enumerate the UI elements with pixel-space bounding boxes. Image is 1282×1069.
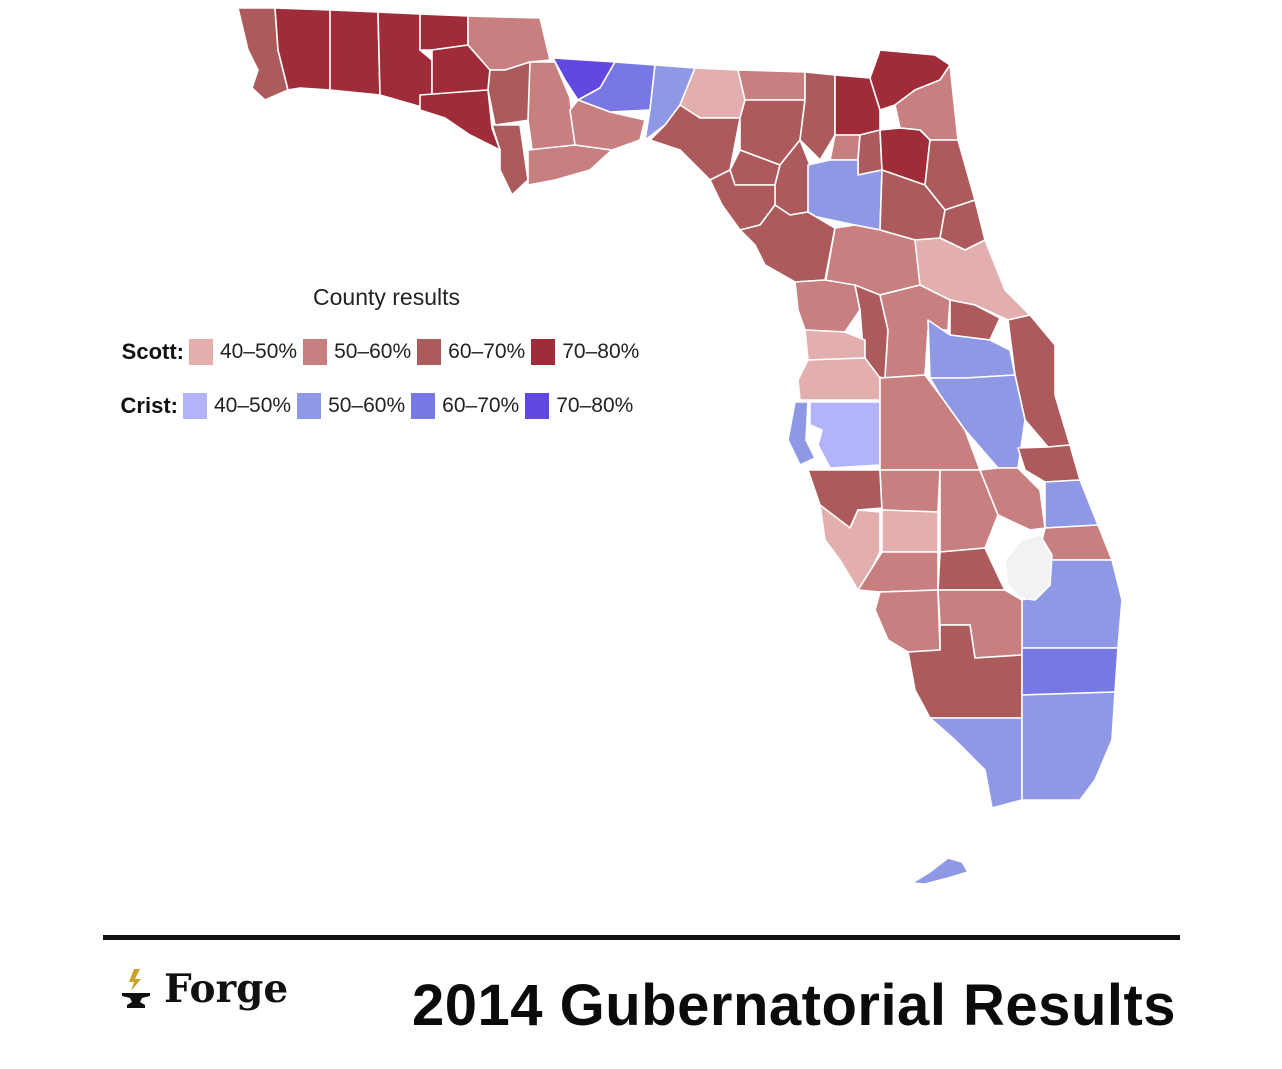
county-okeechobee[interactable] [979, 467, 1046, 531]
legend-item-label: 70–80% [562, 340, 640, 363]
county-hernando[interactable] [804, 329, 866, 361]
county-monroe-keys[interactable] [911, 857, 969, 885]
county-broward[interactable] [1021, 647, 1119, 696]
county-desoto[interactable] [881, 509, 939, 553]
county-okaloosa[interactable] [329, 9, 381, 96]
legend-item-crist-60-70: 60–70% [410, 392, 519, 420]
legend-row-scott: Scott: 40–50% 50–60% 60–70% 70–80% [100, 337, 644, 367]
county-pasco[interactable] [797, 357, 881, 401]
legend-swatch [302, 338, 329, 366]
county-lee[interactable] [874, 589, 941, 653]
county-gulf[interactable] [491, 124, 529, 196]
county-franklin[interactable] [527, 144, 613, 186]
legend-swatch [296, 392, 323, 420]
legend-item-label: 60–70% [448, 340, 526, 363]
legend-swatch [530, 338, 557, 366]
county-hamilton[interactable] [737, 69, 806, 101]
county-bradford[interactable] [857, 129, 883, 176]
brand-name: Forge [164, 966, 289, 1012]
legend-swatch [416, 338, 443, 366]
county-highlands[interactable] [939, 469, 999, 553]
county-collier[interactable] [907, 624, 1023, 719]
county-sarasota[interactable] [819, 504, 881, 591]
county-seminole[interactable] [949, 299, 1001, 341]
lake-okeechobee [1004, 534, 1053, 601]
legend-item-scott-50-60: 50–60% [302, 338, 411, 366]
county-st-lucie[interactable] [1044, 479, 1099, 529]
legend-row-crist: Crist: 40–50% 50–60% 60–70% 70–80% [100, 391, 638, 421]
legend-item-label: 40–50% [220, 340, 298, 363]
florida-county-map [237, 7, 1123, 885]
legend-swatch [410, 392, 437, 420]
divider-rule [103, 935, 1180, 940]
county-bay[interactable] [419, 89, 501, 151]
legend-item-label: 70–80% [556, 394, 634, 417]
county-glades[interactable] [937, 547, 1006, 591]
legend-item-scott-40-50: 40–50% [188, 338, 297, 366]
legend-item-label: 50–60% [334, 340, 412, 363]
legend-swatch [182, 392, 208, 420]
county-wakulla[interactable] [569, 99, 646, 151]
legend-label-scott: Scott: [121, 339, 184, 364]
legend-swatch [188, 338, 214, 366]
county-holmes[interactable] [419, 13, 469, 51]
legend-item-label: 40–50% [214, 394, 292, 417]
legend-item-crist-40-50: 40–50% [182, 392, 291, 420]
legend-title: County results [313, 284, 461, 310]
brand-logo: Forge [120, 966, 288, 1012]
legend-swatch [524, 392, 551, 420]
page-title: 2014 Gubernatorial Results [412, 973, 1177, 1038]
county-monroe-mainland[interactable] [929, 717, 1023, 809]
county-hillsborough[interactable] [809, 401, 881, 469]
county-union[interactable] [829, 134, 861, 161]
legend-label-crist: Crist: [120, 393, 178, 418]
county-hardee[interactable] [879, 469, 941, 513]
legend-item-crist-70-80: 70–80% [524, 392, 633, 420]
legend-item-label: 50–60% [328, 394, 406, 417]
anvil-lightning-icon [120, 967, 154, 1011]
legend-item-scott-60-70: 60–70% [416, 338, 525, 366]
legend-item-crist-50-60: 50–60% [296, 392, 405, 420]
legend-item-scott-70-80: 70–80% [530, 338, 639, 366]
legend-item-label: 60–70% [442, 394, 520, 417]
county-citrus[interactable] [794, 279, 861, 333]
county-calhoun[interactable] [487, 61, 531, 126]
county-pinellas[interactable] [787, 401, 816, 466]
county-columbia[interactable] [799, 71, 836, 161]
county-miami-dade[interactable] [1021, 691, 1116, 801]
